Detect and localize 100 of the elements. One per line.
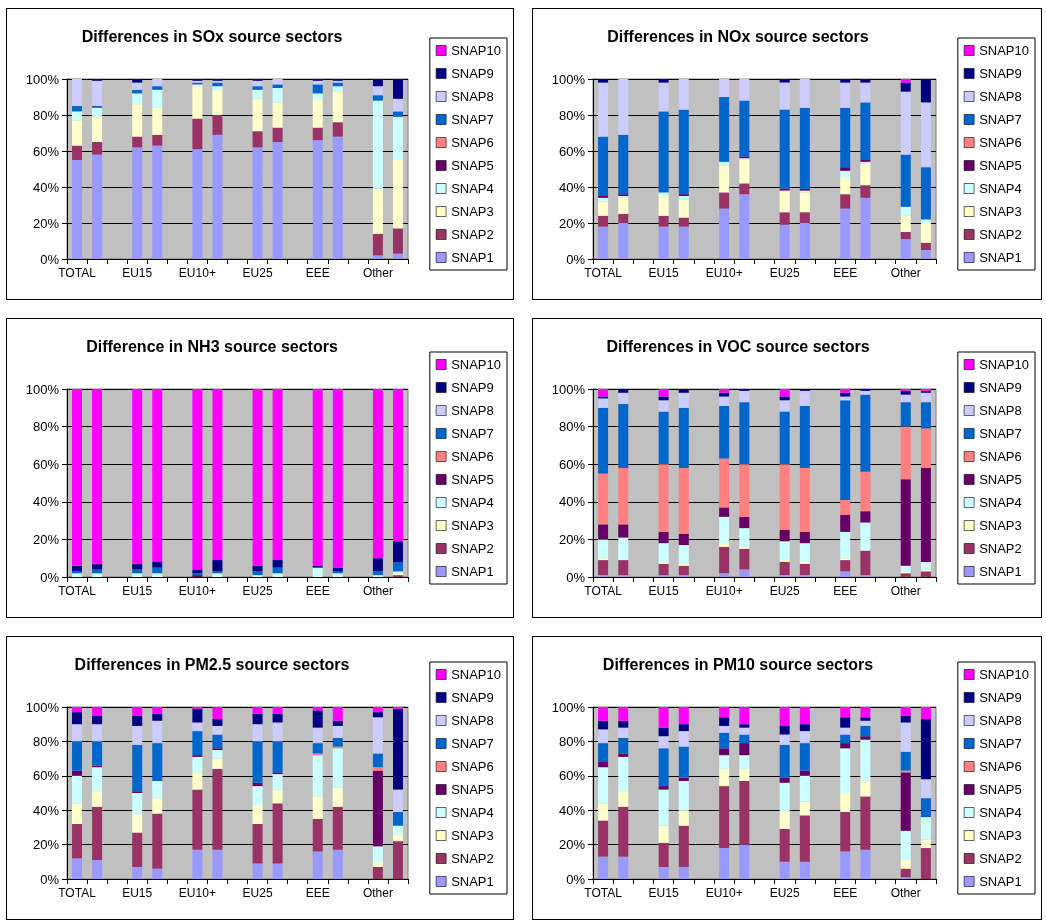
x-tick-label: TOTAL: [58, 266, 97, 280]
x-tick-label: EU25: [242, 584, 273, 598]
y-tick-label: 20%: [32, 837, 60, 853]
x-tick-label: TOTAL: [584, 886, 623, 900]
x-tick-label: TOTAL: [58, 886, 97, 900]
y-tick-label: 60%: [32, 768, 60, 784]
legend-label: SNAP3: [451, 518, 494, 533]
legend-label: SNAP2: [979, 541, 1022, 556]
legend-label: SNAP9: [979, 380, 1022, 395]
legend-label: SNAP10: [451, 667, 502, 682]
x-tick-label: EU25: [769, 266, 800, 280]
legend-label: SNAP7: [451, 112, 494, 127]
chart-title: Differences in SOx source sectors: [81, 27, 343, 45]
legend-label: SNAP4: [979, 495, 1022, 510]
y-tick-label: 0%: [566, 569, 586, 585]
y-tick-label: 60%: [558, 143, 586, 159]
legend-label: SNAP10: [451, 357, 502, 372]
x-tick-label: EU15: [122, 886, 153, 900]
legend-label: SNAP3: [451, 204, 494, 219]
legend-label: SNAP10: [451, 43, 502, 58]
legend-label: SNAP5: [979, 782, 1022, 797]
legend-label: SNAP5: [979, 158, 1022, 173]
legend-label: SNAP9: [451, 66, 494, 81]
legend-label: SNAP2: [979, 851, 1022, 866]
y-tick-label: 60%: [32, 143, 60, 159]
legend-label: SNAP6: [979, 135, 1022, 150]
x-tick-label: EU15: [648, 584, 679, 598]
legend-label: SNAP5: [979, 472, 1022, 487]
y-tick-label: 60%: [32, 456, 60, 472]
x-tick-label: EEE: [305, 266, 330, 280]
legend-label: SNAP7: [451, 736, 494, 751]
x-tick-label: EU25: [769, 886, 800, 900]
legend-label: SNAP1: [451, 874, 494, 889]
legend-label: SNAP3: [979, 518, 1022, 533]
legend-label: SNAP6: [451, 135, 494, 150]
x-tick-label: EU25: [242, 886, 273, 900]
x-tick-label: EU15: [122, 584, 153, 598]
x-tick-label: EU10+: [178, 266, 216, 280]
x-tick-label: Other: [890, 266, 921, 280]
x-tick-label: TOTAL: [584, 584, 623, 598]
legend-label: SNAP10: [979, 667, 1030, 682]
legend-label: SNAP4: [451, 805, 494, 820]
y-tick-label: 20%: [558, 837, 586, 853]
legend-label: SNAP9: [451, 690, 494, 705]
chart-title: Differences in VOC source sectors: [606, 337, 870, 355]
x-tick-label: Other: [362, 886, 393, 900]
legend-label: SNAP6: [451, 759, 494, 774]
x-tick-label: EU10+: [705, 266, 743, 280]
legend-label: SNAP5: [451, 472, 494, 487]
legend-label: SNAP4: [979, 805, 1022, 820]
y-tick-label: 20%: [558, 215, 586, 231]
legend-label: SNAP8: [451, 713, 494, 728]
x-tick-label: TOTAL: [58, 584, 97, 598]
x-tick-label: EU15: [648, 886, 679, 900]
x-tick-label: EU10+: [178, 584, 216, 598]
legend-label: SNAP2: [451, 851, 494, 866]
y-tick-label: 100%: [25, 699, 60, 715]
y-tick-label: 40%: [32, 179, 60, 195]
chart-title: Difference in NH3 source sectors: [86, 337, 338, 355]
x-tick-label: TOTAL: [584, 266, 623, 280]
legend-label: SNAP8: [451, 403, 494, 418]
y-tick-label: 60%: [558, 456, 586, 472]
legend-label: SNAP4: [979, 181, 1022, 196]
legend-label: SNAP7: [451, 426, 494, 441]
chart-title: Differences in NOx source sectors: [607, 27, 869, 45]
legend-label: SNAP5: [451, 782, 494, 797]
y-tick-label: 100%: [551, 699, 586, 715]
y-tick-label: 40%: [558, 802, 586, 818]
legend-label: SNAP3: [979, 204, 1022, 219]
x-tick-label: EU10+: [705, 584, 743, 598]
x-tick-label: Other: [362, 266, 393, 280]
x-tick-label: EU10+: [705, 886, 743, 900]
y-tick-label: 60%: [558, 768, 586, 784]
legend-label: SNAP9: [979, 690, 1022, 705]
y-tick-label: 0%: [566, 871, 586, 887]
legend-label: SNAP6: [979, 759, 1022, 774]
legend-label: SNAP7: [979, 736, 1022, 751]
y-tick-label: 0%: [40, 871, 60, 887]
x-tick-label: EU25: [242, 266, 273, 280]
x-tick-label: EEE: [305, 886, 330, 900]
y-tick-label: 40%: [558, 179, 586, 195]
y-tick-label: 20%: [32, 531, 60, 547]
chart-title: Differences in PM2.5 source sectors: [74, 655, 350, 673]
legend-label: SNAP8: [451, 89, 494, 104]
legend-label: SNAP7: [979, 426, 1022, 441]
x-tick-label: EU15: [122, 266, 153, 280]
y-tick-label: 80%: [558, 419, 586, 435]
legend-label: SNAP8: [979, 89, 1022, 104]
legend-label: SNAP10: [979, 43, 1030, 58]
y-tick-label: 0%: [40, 569, 60, 585]
x-tick-label: EEE: [833, 266, 858, 280]
y-tick-label: 0%: [40, 251, 60, 267]
legend-label: SNAP1: [451, 250, 494, 265]
x-tick-label: Other: [890, 584, 921, 598]
legend-label: SNAP1: [979, 564, 1022, 579]
x-tick-label: EU25: [769, 584, 800, 598]
legend-label: SNAP10: [979, 357, 1030, 372]
legend-label: SNAP6: [979, 449, 1022, 464]
x-tick-label: Other: [890, 886, 921, 900]
y-tick-label: 20%: [558, 531, 586, 547]
